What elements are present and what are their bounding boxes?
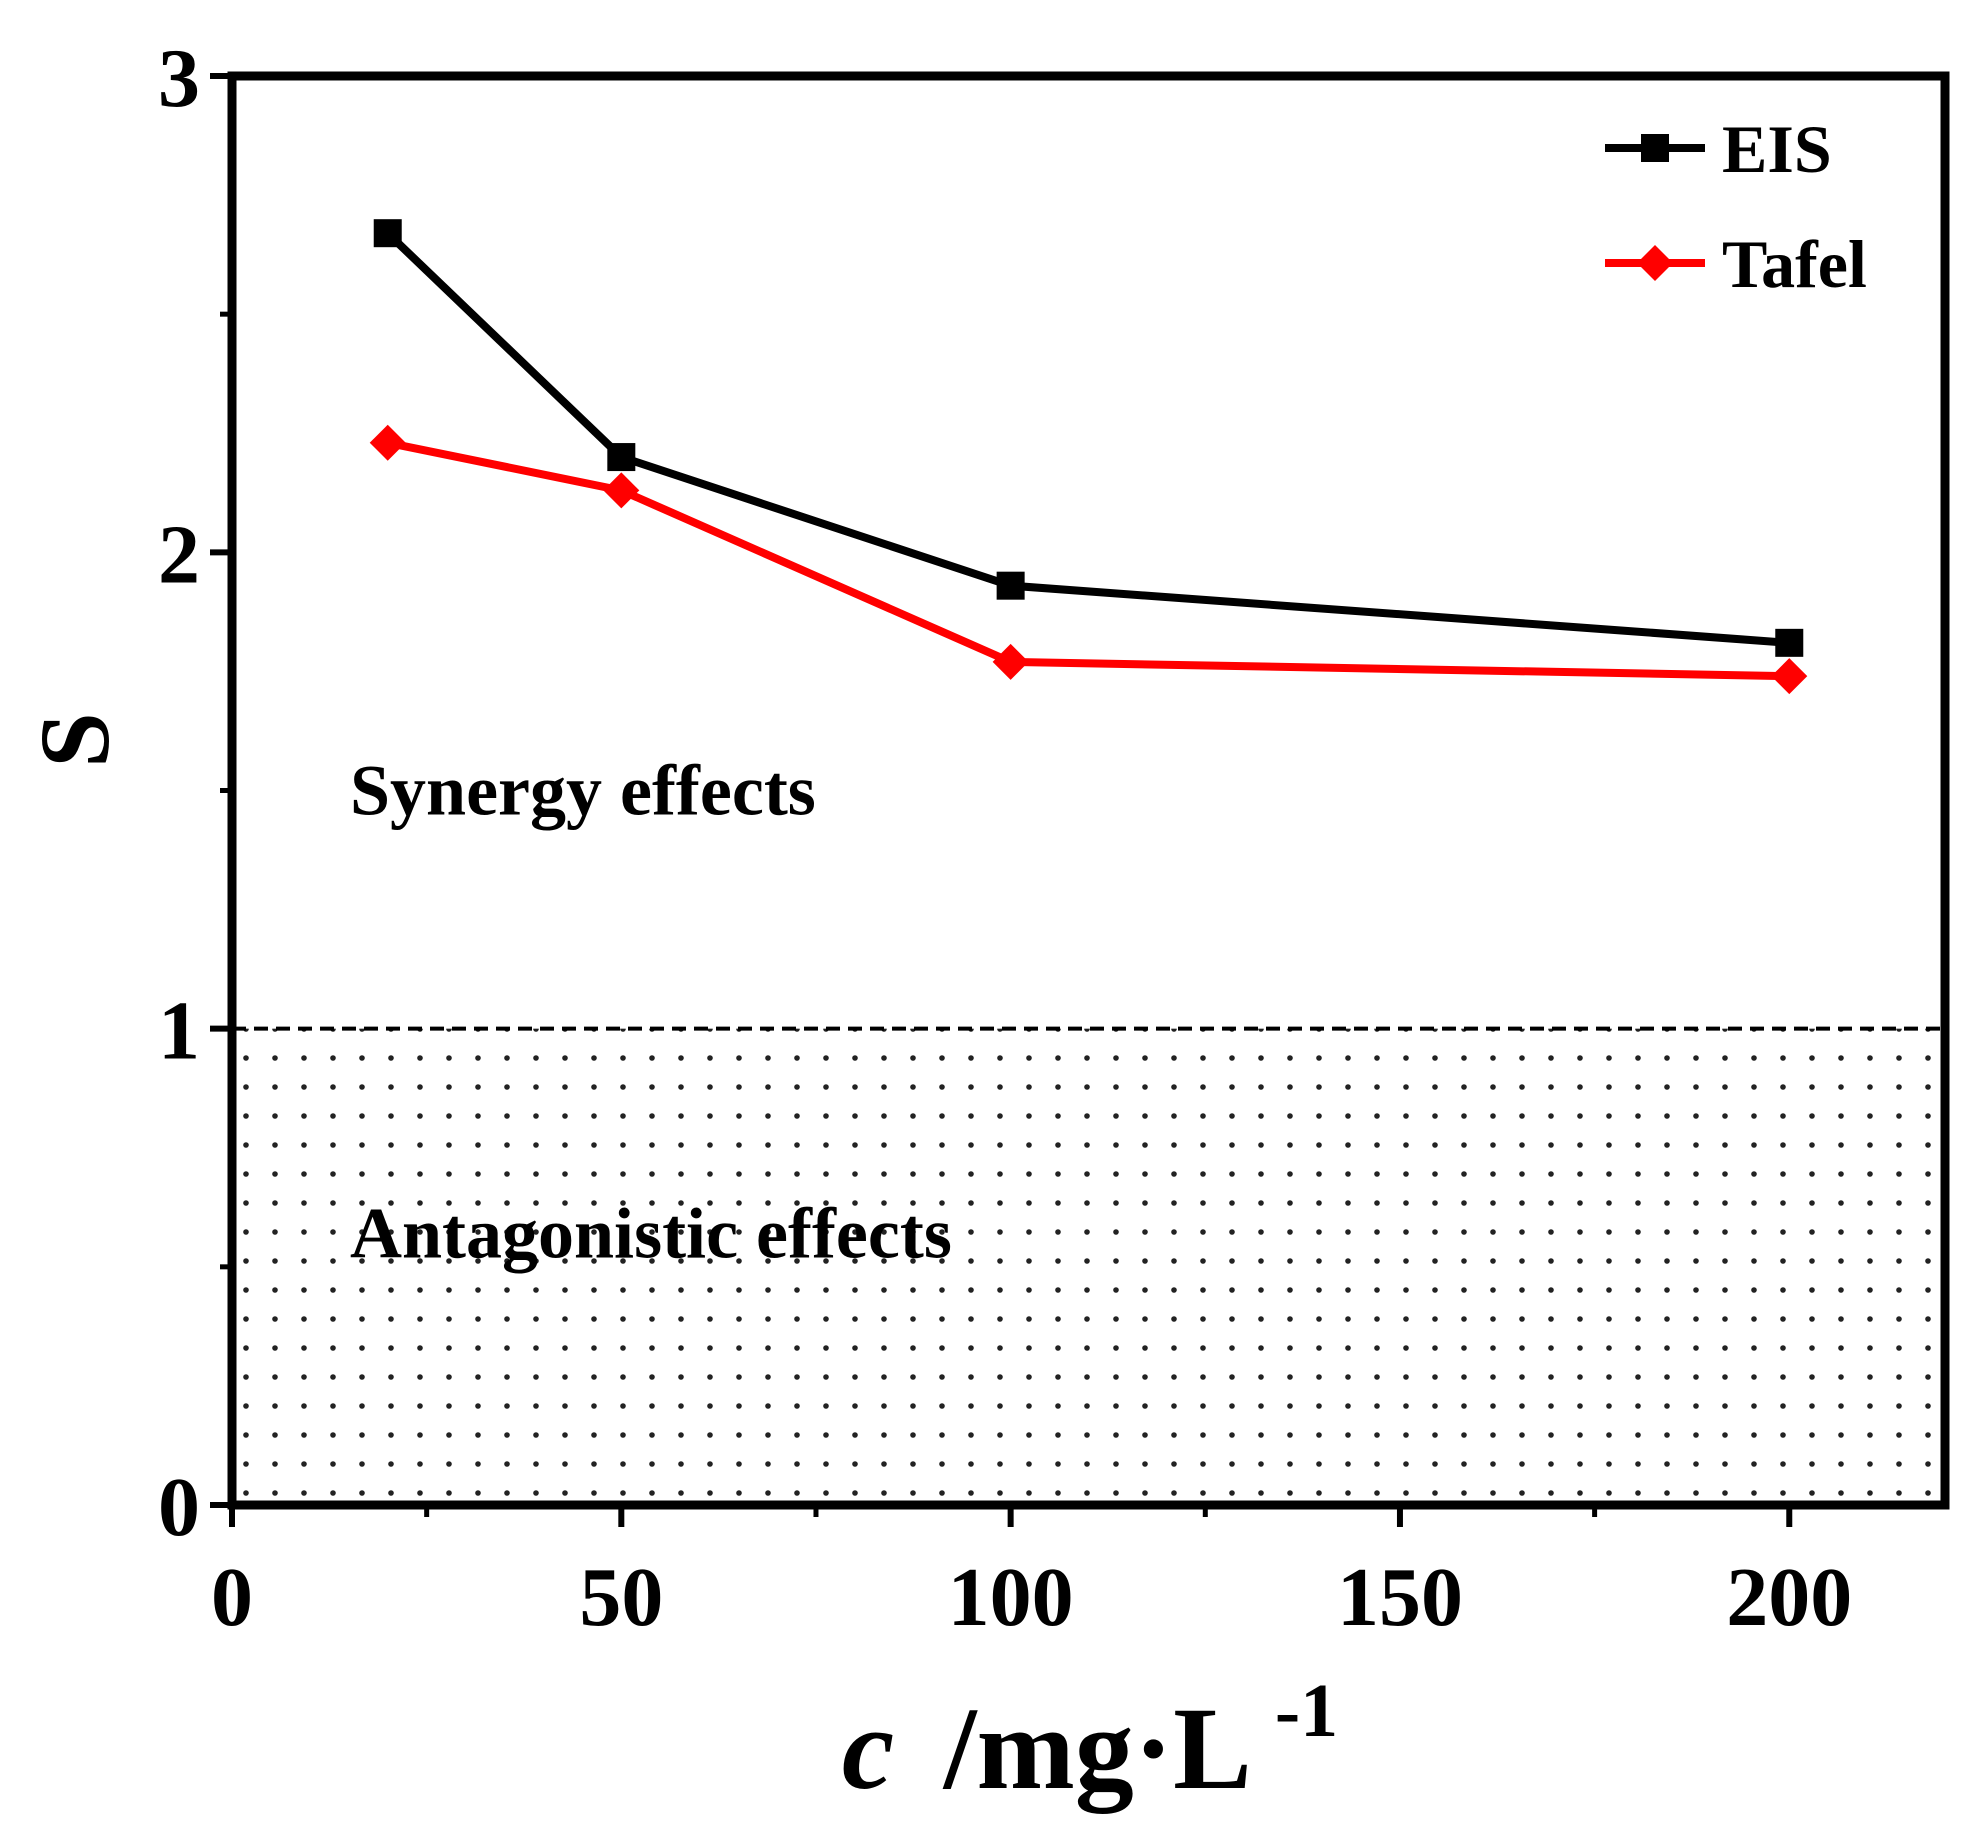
- synergy-effects-label: Synergy effects: [350, 750, 816, 830]
- x-axis-title-unit: /mg·L: [942, 1683, 1247, 1814]
- antagonistic-effects-label: Antagonistic effects: [350, 1193, 952, 1273]
- x-tick-label: 150: [1337, 1551, 1463, 1644]
- series-line-eis: [384, 230, 1790, 647]
- x-tick-label: 50: [579, 1551, 663, 1644]
- y-tick-label: 3: [158, 32, 200, 125]
- y-axis-title: S: [19, 712, 130, 768]
- x-tick-labels: 0 50 100 150 200: [211, 1551, 1852, 1644]
- y-tick-label: 1: [158, 985, 200, 1078]
- legend: EIS Tafel: [1605, 111, 1867, 302]
- series-line-tafel: [386, 438, 1790, 681]
- x-axis-title: c /mg·L -1: [842, 1669, 1338, 1814]
- legend-tafel-marker: [1637, 245, 1673, 281]
- antagonistic-region: [238, 1028, 1939, 1499]
- data-point-tafel: [603, 472, 640, 509]
- data-point-eis: [607, 443, 636, 472]
- data-point-tafel: [1771, 658, 1808, 695]
- x-tick-label: 100: [948, 1551, 1074, 1644]
- x-axis-title-exponent: -1: [1275, 1669, 1338, 1753]
- y-tick-label: 0: [158, 1461, 200, 1554]
- data-point-eis: [996, 571, 1025, 600]
- legend-tafel-label: Tafel: [1722, 226, 1867, 302]
- y-tick-label: 2: [158, 508, 200, 601]
- data-point-tafel: [369, 424, 406, 461]
- series-layer: [369, 219, 1808, 695]
- x-tick-label: 200: [1726, 1551, 1852, 1644]
- data-point-eis: [1775, 628, 1804, 657]
- data-point-tafel: [992, 643, 1029, 680]
- data-point-eis: [373, 219, 402, 248]
- tick-layer: [210, 73, 1793, 1527]
- y-tick-labels: 0 1 2 3: [158, 32, 200, 1554]
- legend-eis-marker: [1641, 134, 1669, 162]
- x-tick-label: 0: [211, 1551, 253, 1644]
- x-axis-title-variable: c: [842, 1683, 894, 1814]
- legend-eis-label: EIS: [1722, 111, 1832, 187]
